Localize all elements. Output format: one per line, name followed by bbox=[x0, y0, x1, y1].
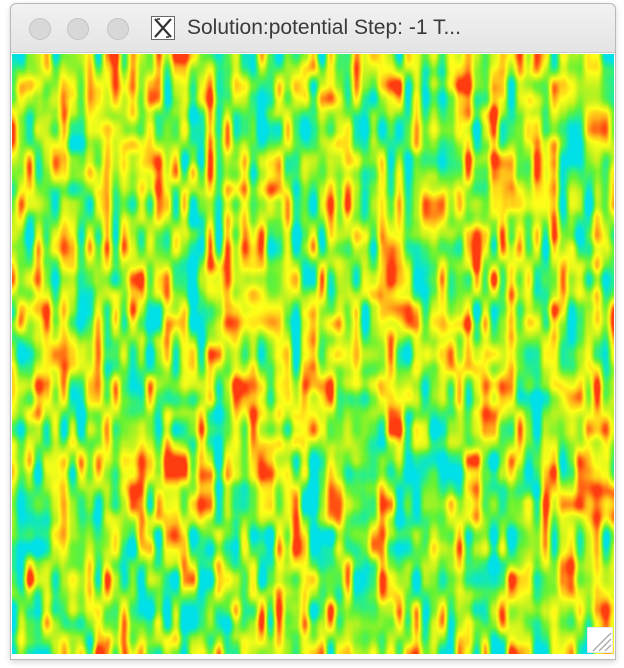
zoom-button[interactable] bbox=[107, 18, 129, 40]
resize-grip-icon[interactable] bbox=[587, 627, 613, 653]
minimize-button[interactable] bbox=[67, 18, 89, 40]
app-window: Solution:potential Step: -1 T... bbox=[10, 3, 616, 660]
window-title: Solution:potential Step: -1 T... bbox=[187, 16, 461, 39]
close-button[interactable] bbox=[29, 18, 51, 40]
potential-contour-plot[interactable] bbox=[12, 54, 614, 654]
plot-area bbox=[11, 53, 615, 659]
x11-icon bbox=[151, 16, 175, 40]
title-bar[interactable]: Solution:potential Step: -1 T... bbox=[11, 4, 615, 53]
